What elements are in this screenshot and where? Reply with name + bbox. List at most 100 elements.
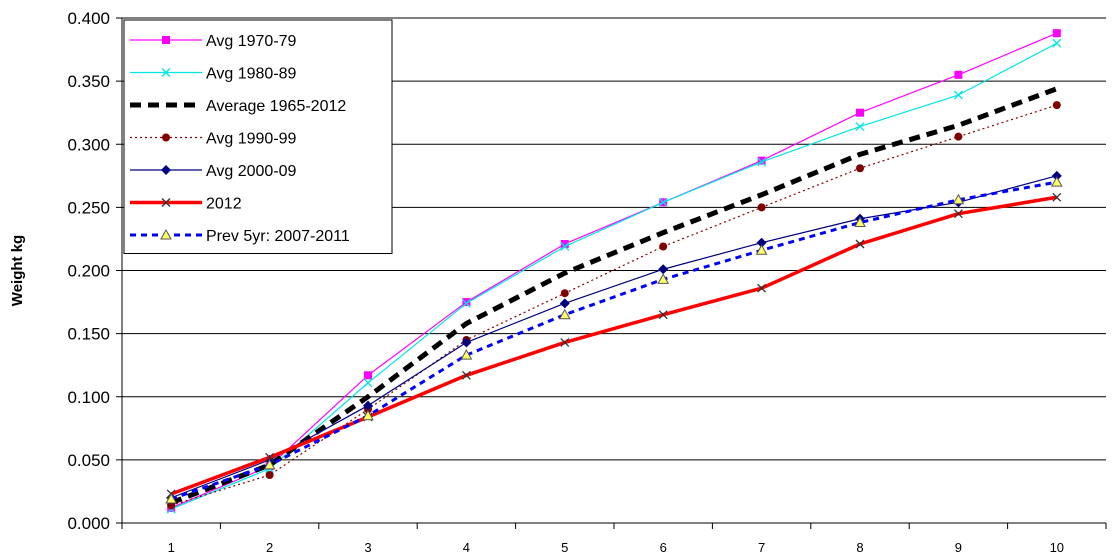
data-point	[363, 378, 373, 388]
data-point	[461, 337, 472, 348]
legend-marker	[160, 228, 172, 240]
series-line	[170, 180, 1058, 501]
series-2	[170, 86, 1058, 506]
marker-stroke	[363, 378, 373, 388]
y-tick-label: 0.050	[67, 451, 110, 470]
data-point	[952, 193, 965, 205]
y-tick-label: 0.100	[67, 388, 110, 407]
x-tick-label: 6	[660, 540, 667, 555]
x-tick-labels: 1 2 3 4 5 6 7 8 9 10	[168, 540, 1064, 555]
legend-label: Avg 1980-89	[206, 66, 297, 83]
data-point	[1050, 176, 1063, 187]
data-point	[461, 370, 471, 380]
x-tick-label: 9	[955, 540, 962, 555]
legend-item: Avg 2000-09	[130, 163, 297, 180]
legend-marker	[162, 133, 170, 142]
data-point	[856, 108, 864, 117]
data-point	[854, 216, 866, 228]
data-point	[757, 157, 767, 167]
x-tick-label: 8	[856, 540, 863, 555]
y-tick-label: 0.300	[67, 135, 110, 154]
legend: Avg 1970-79 Avg 1980-89 Average 1965-2012 A…	[123, 19, 393, 254]
data-point	[954, 70, 963, 79]
marker-stroke	[757, 157, 767, 167]
axes	[116, 17, 1107, 529]
marker-stroke	[161, 68, 171, 77]
y-tick-label: 0.250	[67, 198, 110, 217]
marker-stroke	[953, 209, 963, 219]
data-point	[1052, 29, 1061, 38]
y-tick-label: 0.000	[67, 514, 110, 533]
data-point	[1052, 38, 1062, 48]
legend-item: 2012	[130, 196, 242, 213]
data-point	[265, 471, 274, 480]
y-tick-label: 0.350	[67, 72, 110, 91]
y-axis-title: Weight kg	[9, 235, 26, 306]
marker-stroke	[658, 197, 668, 207]
series-layer	[165, 29, 1063, 514]
data-point	[462, 298, 471, 307]
marker-stroke	[855, 239, 865, 249]
data-point	[658, 310, 668, 320]
data-point	[263, 458, 276, 470]
data-point	[560, 239, 569, 248]
data-point	[560, 289, 569, 298]
marker-stroke	[658, 310, 668, 320]
legend-label: Avg 2000-09	[206, 163, 297, 180]
series-6	[165, 176, 1063, 504]
data-point	[757, 283, 767, 293]
series-line	[170, 86, 1058, 506]
legend-label: Average 1965-2012	[206, 98, 346, 115]
x-tick-label: 3	[364, 540, 371, 555]
data-point	[165, 492, 178, 504]
data-point	[757, 203, 766, 212]
marker-stroke	[1052, 38, 1062, 48]
y-tick-label: 0.150	[67, 325, 110, 344]
data-point	[658, 264, 669, 275]
legend-label: Prev 5yr: 2007-2011	[206, 228, 350, 245]
marker-stroke	[1052, 192, 1062, 202]
x-tick-label: 10	[1050, 540, 1064, 555]
data-point	[756, 237, 767, 248]
legend-marker	[161, 165, 171, 175]
data-point	[461, 298, 471, 308]
marker-stroke	[265, 452, 275, 462]
data-point	[657, 273, 670, 284]
data-point	[856, 164, 864, 173]
data-point	[460, 349, 473, 360]
marker-stroke	[757, 283, 767, 293]
marker-stroke	[953, 90, 963, 100]
data-point	[364, 371, 372, 380]
data-point	[1052, 192, 1062, 202]
marker-stroke	[461, 370, 471, 380]
series-5	[166, 192, 1062, 499]
data-point	[362, 409, 374, 421]
legend-item: Avg 1980-89	[130, 66, 297, 83]
data-point	[953, 209, 963, 219]
data-point	[1051, 170, 1062, 181]
data-point	[954, 132, 963, 141]
series-line	[171, 104, 1057, 506]
data-point	[560, 242, 570, 251]
data-point	[757, 156, 766, 165]
legend-item: Avg 1990-99	[130, 131, 297, 148]
data-point	[1052, 101, 1061, 110]
y-tick-label: 0.200	[67, 262, 110, 281]
legend-label: Avg 1990-99	[206, 131, 297, 148]
x-tick-label: 5	[561, 540, 568, 555]
marker-stroke	[560, 242, 570, 251]
legend-item: Prev 5yr: 2007-2011	[130, 228, 350, 245]
data-point	[363, 400, 373, 411]
legend-marker	[161, 68, 171, 77]
data-point	[658, 197, 668, 207]
x-tick-label: 1	[168, 540, 175, 555]
data-point	[755, 244, 768, 255]
data-point	[659, 242, 668, 251]
legend-item: Average 1965-2012	[130, 98, 346, 115]
data-point	[953, 90, 963, 100]
x-tick-label: 4	[463, 540, 470, 555]
legend-label: Avg 1970-79	[206, 33, 297, 50]
data-point	[855, 122, 865, 132]
marker-stroke	[855, 122, 865, 132]
